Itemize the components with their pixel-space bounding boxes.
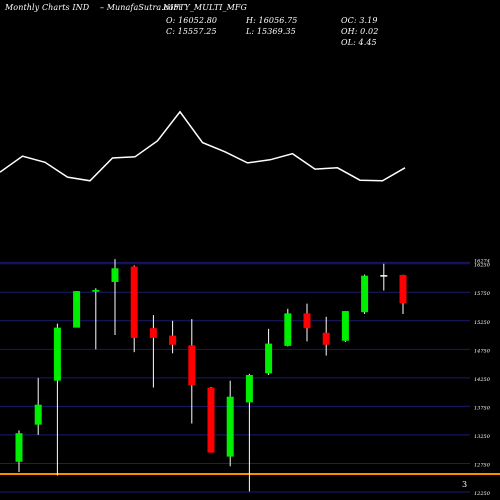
candle <box>15 430 23 473</box>
candle-body <box>399 274 407 304</box>
candle <box>303 303 311 342</box>
candle-body <box>53 327 61 381</box>
symbol-prefix: – MunafaSutra.com <box>100 3 182 12</box>
candle-body <box>130 266 138 338</box>
y-tick-label: 14750 <box>474 348 491 354</box>
candle-body <box>15 433 23 462</box>
candle-body <box>380 275 388 277</box>
candle <box>380 263 388 291</box>
candle <box>53 323 61 476</box>
y-tick-label: 16250 <box>474 263 491 269</box>
candle-body <box>265 343 273 374</box>
close-value: C: 15557.25 <box>166 27 217 36</box>
indicator-panel <box>0 110 406 182</box>
y-tick-label: 13250 <box>474 434 491 440</box>
oh-value: OH: 0.02 <box>341 27 379 36</box>
baseline-label: 3 <box>462 480 467 489</box>
candle-body <box>73 291 81 328</box>
candle <box>34 377 42 435</box>
candle <box>399 274 407 314</box>
candle-body <box>34 404 42 425</box>
ol-value: OL: 4.45 <box>341 38 377 47</box>
candle <box>265 328 273 375</box>
candle-body <box>92 289 100 292</box>
candle-body <box>361 275 369 313</box>
indicator-line <box>0 110 406 182</box>
candle <box>111 259 119 336</box>
candle-body <box>169 335 177 345</box>
candle-body <box>303 313 311 329</box>
candle-body <box>207 387 215 453</box>
candle <box>149 315 157 388</box>
y-tick-label: 12250 <box>474 491 491 497</box>
candle <box>188 319 196 424</box>
y-tick-label: 14250 <box>474 377 491 383</box>
candle <box>73 291 81 328</box>
open-value: O: 16052.80 <box>166 16 218 25</box>
chart-brand: Monthly Charts IND <box>5 3 90 12</box>
y-tick-label: 12750 <box>474 462 491 468</box>
y-tick-label: 15250 <box>474 320 491 326</box>
candle-body <box>188 345 196 386</box>
y-tick-label: 13750 <box>474 405 491 411</box>
candle-body <box>322 332 330 345</box>
candle-body <box>226 396 234 457</box>
candle <box>130 265 138 353</box>
candle <box>92 288 100 350</box>
candle-body <box>245 375 253 403</box>
candle-body <box>149 328 157 338</box>
y-tick-label: 15750 <box>474 291 491 297</box>
candle <box>361 274 369 314</box>
candle-body <box>111 268 119 282</box>
candle <box>169 320 177 354</box>
candle-body <box>341 311 349 341</box>
low-value: L: 15369.35 <box>246 27 296 36</box>
candle <box>284 308 292 347</box>
symbol-name: NIFTY_MULTI_MFG <box>163 3 248 12</box>
oc-value: OC: 3.19 <box>341 16 378 25</box>
candle <box>341 311 349 342</box>
candle <box>207 386 215 453</box>
high-value: H: 16056.75 <box>246 16 298 25</box>
candles <box>15 259 407 492</box>
candle <box>226 380 234 467</box>
candle <box>322 316 330 356</box>
candle <box>245 373 253 492</box>
candle-body <box>284 313 292 346</box>
y-tick-label: 16274 <box>474 258 490 264</box>
